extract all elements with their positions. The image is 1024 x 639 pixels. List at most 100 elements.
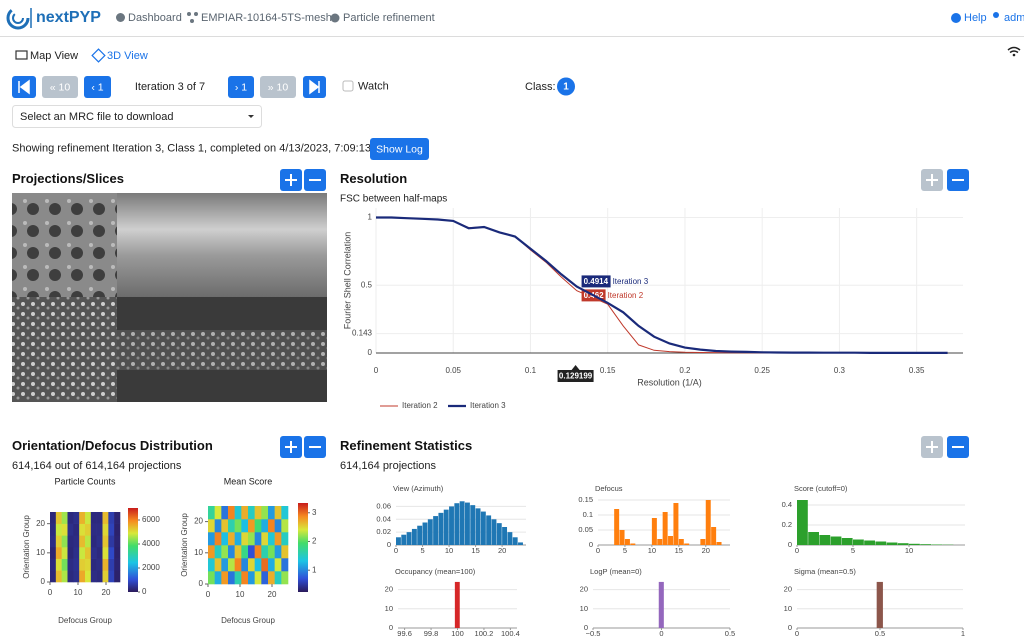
nav-link[interactable]: Dashboard	[128, 12, 182, 24]
brand[interactable]: nextPYP	[36, 9, 101, 26]
section-title: Projections/Slices	[12, 171, 124, 186]
heatmap-cell	[108, 512, 115, 524]
y-tick-label: 0	[368, 348, 373, 357]
heatmap-cell	[79, 535, 86, 548]
heatmap-cell	[73, 535, 80, 548]
help-link[interactable]: Help	[964, 12, 987, 24]
heatmap-cell	[228, 558, 235, 572]
tab[interactable]: 3D View	[107, 50, 148, 62]
heatmap-cell	[241, 519, 249, 533]
x-tick-label: 10	[905, 546, 913, 555]
back10-button[interactable]: « 10	[42, 76, 78, 98]
heatmap-cell	[254, 571, 262, 585]
heatmap-cell	[261, 558, 269, 572]
heatmap-cell	[102, 558, 109, 571]
histogram: Defocus 0 0.05 0.1 0.15 0 5 10 15 20	[578, 484, 730, 555]
projection-image	[12, 193, 327, 402]
x-tick-label: 15	[471, 546, 479, 555]
tab[interactable]: Map View	[30, 50, 78, 62]
x-tick-label: 0	[48, 588, 53, 597]
heatmap-cell	[261, 571, 269, 585]
back1-button[interactable]: ‹ 1	[84, 76, 111, 98]
y-axis-label: Orientation Group	[22, 515, 31, 579]
heatmap-cell	[281, 519, 289, 533]
histogram-bar	[886, 542, 898, 545]
show-log-button[interactable]: Show Log	[370, 138, 429, 160]
heatmap-cell	[268, 532, 275, 546]
heatmap-cell	[85, 547, 92, 559]
class-label: Class:	[525, 81, 556, 93]
x-tick-label: 15	[675, 546, 683, 555]
heatmap-cell	[241, 571, 249, 585]
status-text: Showing refinement Iteration 3, Class 1,…	[12, 142, 391, 154]
zoom-out-button[interactable]	[304, 169, 326, 191]
mrc-select[interactable]	[12, 105, 262, 128]
heatmap-cell	[61, 535, 68, 548]
heatmap-cell	[268, 506, 275, 520]
zoom-in-button[interactable]	[280, 169, 302, 191]
nav-link[interactable]: Particle refinement	[343, 12, 435, 24]
colorbar-tick-label: 6000	[142, 515, 160, 524]
heatmap-cell	[55, 535, 62, 548]
heatmap-cell	[61, 547, 68, 559]
histogram-bar	[614, 509, 620, 545]
y-tick-label: 0.4	[782, 500, 792, 509]
signal-dot	[1012, 53, 1016, 57]
last-button[interactable]	[303, 76, 326, 98]
heatmap-cell	[50, 570, 57, 583]
chart-subtitle: FSC between half-maps	[340, 194, 447, 205]
histogram-bar	[518, 542, 523, 545]
heatmap-cell	[90, 570, 97, 583]
heatmap-cell	[79, 547, 86, 559]
signal-icon	[1007, 46, 1021, 54]
hover-x-value: 0.129199	[559, 372, 593, 381]
fwd10-button[interactable]: » 10	[260, 76, 296, 98]
histogram-bar	[464, 502, 470, 545]
x-tick-label: 100.2	[475, 629, 494, 638]
watch-checkbox[interactable]	[342, 80, 354, 92]
histogram-bar	[705, 500, 711, 545]
hover-series: Iteration 3	[613, 277, 649, 286]
heatmap-cell	[50, 535, 57, 548]
zoom-in-button[interactable]	[921, 436, 943, 458]
zoom-out-button[interactable]	[947, 169, 969, 191]
heatmap-cell	[55, 570, 62, 583]
heatmap-cell	[214, 558, 222, 572]
histogram-bar	[433, 516, 439, 545]
zoom-in-button[interactable]	[921, 169, 943, 191]
zoom-out-button[interactable]	[304, 436, 326, 458]
x-tick-label: 5	[420, 546, 424, 555]
monitor-icon	[15, 50, 28, 60]
logo[interactable]: nextPYP	[6, 6, 101, 30]
first-button[interactable]	[12, 76, 36, 98]
histogram-bar	[909, 543, 920, 545]
heatmap-cell	[214, 532, 222, 546]
logo-swirl-inner	[12, 12, 24, 24]
watch-label[interactable]: Watch	[358, 80, 389, 92]
histogram-bar	[624, 539, 630, 545]
iteration-label: Iteration 3 of 7	[135, 81, 205, 93]
nav-link[interactable]: EMPIAR-10164-5TS-mesh	[201, 12, 332, 24]
heatmap-cell	[228, 545, 235, 559]
zoom-out-button[interactable]	[947, 436, 969, 458]
x-tick-label: 0	[206, 590, 211, 599]
histogram-bar	[496, 523, 502, 545]
select-placeholder: Select an MRC file to download	[20, 111, 173, 123]
x-tick-label: 99.6	[397, 629, 412, 638]
histogram: Occupancy (mean=100) 0 10 20 99.6 99.8 100 100.…	[385, 567, 520, 638]
class-badge[interactable]	[557, 77, 575, 96]
heatmap-cell	[67, 535, 74, 548]
x-tick-label: 0.1	[525, 366, 537, 375]
heatmap-cell	[241, 506, 249, 520]
y-tick-label: 10	[580, 604, 588, 613]
heatmap-cell	[261, 532, 269, 546]
user-link[interactable]: admi	[1004, 12, 1024, 24]
fwd1-button[interactable]: › 1	[228, 76, 254, 98]
class-value: 1	[563, 82, 569, 93]
button-label: ‹ 1	[91, 81, 103, 93]
chart-title: Occupancy (mean=100)	[395, 567, 476, 576]
colorbar-tick-label: 4000	[142, 539, 160, 548]
heatmap-cell	[248, 532, 255, 546]
heatmap-cell	[85, 558, 92, 571]
zoom-in-button[interactable]	[280, 436, 302, 458]
